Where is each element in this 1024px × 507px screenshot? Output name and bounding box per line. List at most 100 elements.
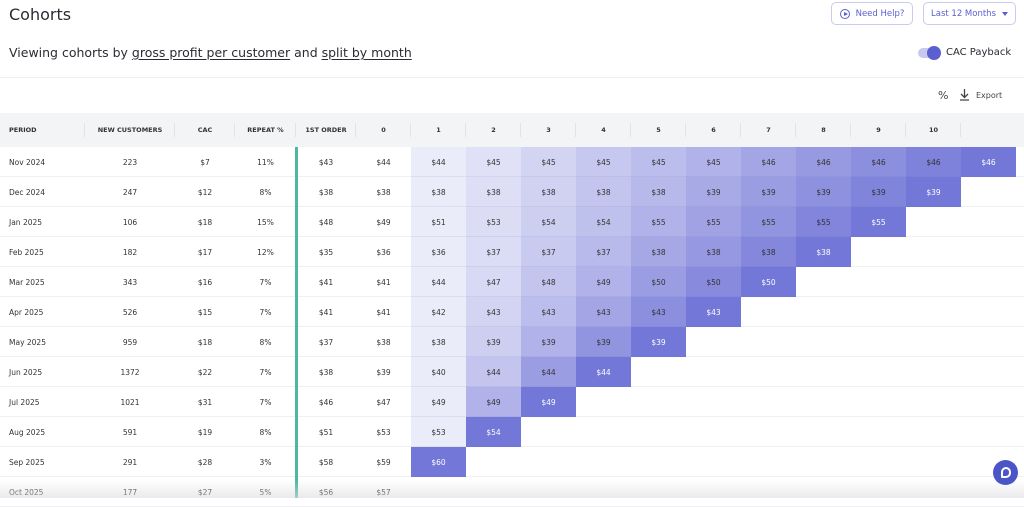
table-cell: 15% <box>257 217 274 227</box>
table-cell: Jul 2025 <box>9 397 40 407</box>
table-cell: $51 <box>318 427 334 437</box>
view-description: Viewing cohorts by gross profit per cust… <box>9 45 412 60</box>
column-header[interactable]: 1ST ORDER <box>296 113 356 147</box>
column-header[interactable]: 6 <box>686 113 741 147</box>
export-button[interactable]: Export <box>976 91 1003 100</box>
column-header[interactable]: PERIOD <box>0 113 85 147</box>
date-range-dropdown[interactable]: Last 12 Months <box>923 2 1016 25</box>
table-cell: $39 <box>906 177 961 207</box>
table-cell: $7 <box>200 157 210 167</box>
column-header[interactable]: NEW CUSTOMERS <box>85 113 175 147</box>
table-cell: $43 <box>631 297 686 327</box>
table-cell: $39 <box>686 177 741 207</box>
payback-divider-line <box>295 147 298 498</box>
table-cell: $46 <box>318 397 334 407</box>
table-cell: $39 <box>376 367 391 377</box>
column-header[interactable]: 3 <box>521 113 576 147</box>
table-cell: $50 <box>741 267 796 297</box>
table-cell: 11% <box>257 157 274 167</box>
table-cell: $55 <box>851 207 906 237</box>
table-cell: $39 <box>521 327 576 357</box>
table-cell: $45 <box>631 147 686 177</box>
table-cell: $18 <box>197 337 213 347</box>
column-header[interactable]: 10 <box>906 113 961 147</box>
table-row: Nov 2024 223 $7 11% $43 $44 $44 $45 $45 $45 $45 $45… <box>0 147 1024 177</box>
column-header[interactable]: REPEAT % <box>235 113 296 147</box>
split-selector[interactable]: split by month <box>321 45 412 60</box>
table-cell: $35 <box>318 247 334 257</box>
column-header[interactable]: 5 <box>631 113 686 147</box>
table-cell: $12 <box>197 187 213 197</box>
table-cell: Sep 2025 <box>9 457 45 467</box>
table-cell: $46 <box>961 147 1016 177</box>
table-cell: 343 <box>122 277 138 287</box>
percent-toggle-button[interactable]: % <box>938 89 949 102</box>
table-row: Sep 2025 291 $28 3% $58 $59 $60 <box>0 447 1024 477</box>
table-cell: $36 <box>376 247 391 257</box>
table-cell: $44 <box>466 357 521 387</box>
table-cell: $55 <box>631 207 686 237</box>
table-cell: $49 <box>466 387 521 417</box>
table-cell: $40 <box>411 357 466 387</box>
table-cell: Jan 2025 <box>9 217 43 227</box>
column-header[interactable]: CAC <box>175 113 235 147</box>
column-header[interactable]: 2 <box>466 113 521 147</box>
table-cell: $44 <box>576 357 631 387</box>
need-help-button[interactable]: Need Help? <box>831 2 913 25</box>
scroll-fade <box>0 480 1024 498</box>
table-cell: $43 <box>686 297 741 327</box>
table-cell: 182 <box>122 247 138 257</box>
table-row: Jan 2025 106 $18 15% $48 $49 $51 $53 $54 $54 $55 $5… <box>0 207 1024 237</box>
table-cell: May 2025 <box>9 337 46 347</box>
column-header[interactable]: 9 <box>851 113 906 147</box>
table-cell: Apr 2025 <box>9 307 44 317</box>
column-header[interactable]: 0 <box>356 113 411 147</box>
table-cell: 7% <box>259 367 272 377</box>
column-header[interactable]: 7 <box>741 113 796 147</box>
table-cell: $42 <box>411 297 466 327</box>
table-cell: $36 <box>411 237 466 267</box>
table-cell: $55 <box>741 207 796 237</box>
table-cell: 223 <box>122 157 138 167</box>
table-cell: $41 <box>318 307 334 317</box>
table-cell: $49 <box>521 387 576 417</box>
table-cell: Feb 2025 <box>9 247 44 257</box>
table-cell: $39 <box>631 327 686 357</box>
cac-payback-toggle[interactable] <box>918 46 941 60</box>
table-cell: $46 <box>906 147 961 177</box>
table-cell: $38 <box>796 237 851 267</box>
table-cell: $54 <box>521 207 576 237</box>
table-cell: $38 <box>411 177 466 207</box>
table-cell: 7% <box>259 397 272 407</box>
table-cell: $38 <box>741 237 796 267</box>
table-cell: $59 <box>376 457 391 467</box>
table-cell: $38 <box>631 237 686 267</box>
table-cell: $39 <box>796 177 851 207</box>
table-cell: $43 <box>521 297 576 327</box>
table-cell: $46 <box>741 147 796 177</box>
download-icon[interactable] <box>959 88 970 101</box>
table-cell: 8% <box>259 187 272 197</box>
table-cell: 1021 <box>120 397 140 407</box>
table-cell: $55 <box>686 207 741 237</box>
table-cell: 106 <box>122 217 138 227</box>
table-cell: 12% <box>257 247 274 257</box>
table-cell: $47 <box>466 267 521 297</box>
table-cell: 526 <box>122 307 138 317</box>
subtitle-prefix: Viewing cohorts by <box>9 45 132 60</box>
column-header[interactable]: 1 <box>411 113 466 147</box>
table-cell: $15 <box>197 307 213 317</box>
column-header[interactable]: 4 <box>576 113 631 147</box>
table-cell: $16 <box>197 277 213 287</box>
table-cell: Nov 2024 <box>9 157 46 167</box>
column-header[interactable]: 8 <box>796 113 851 147</box>
chat-support-button[interactable] <box>993 460 1018 485</box>
table-cell: $37 <box>466 237 521 267</box>
metric-selector[interactable]: gross profit per customer <box>131 45 291 60</box>
table-cell: $44 <box>521 357 576 387</box>
table-cell: Mar 2025 <box>9 277 45 287</box>
table-cell: 247 <box>122 187 138 197</box>
play-icon <box>839 8 850 19</box>
table-cell: $54 <box>466 417 521 447</box>
table-cell: $49 <box>576 267 631 297</box>
